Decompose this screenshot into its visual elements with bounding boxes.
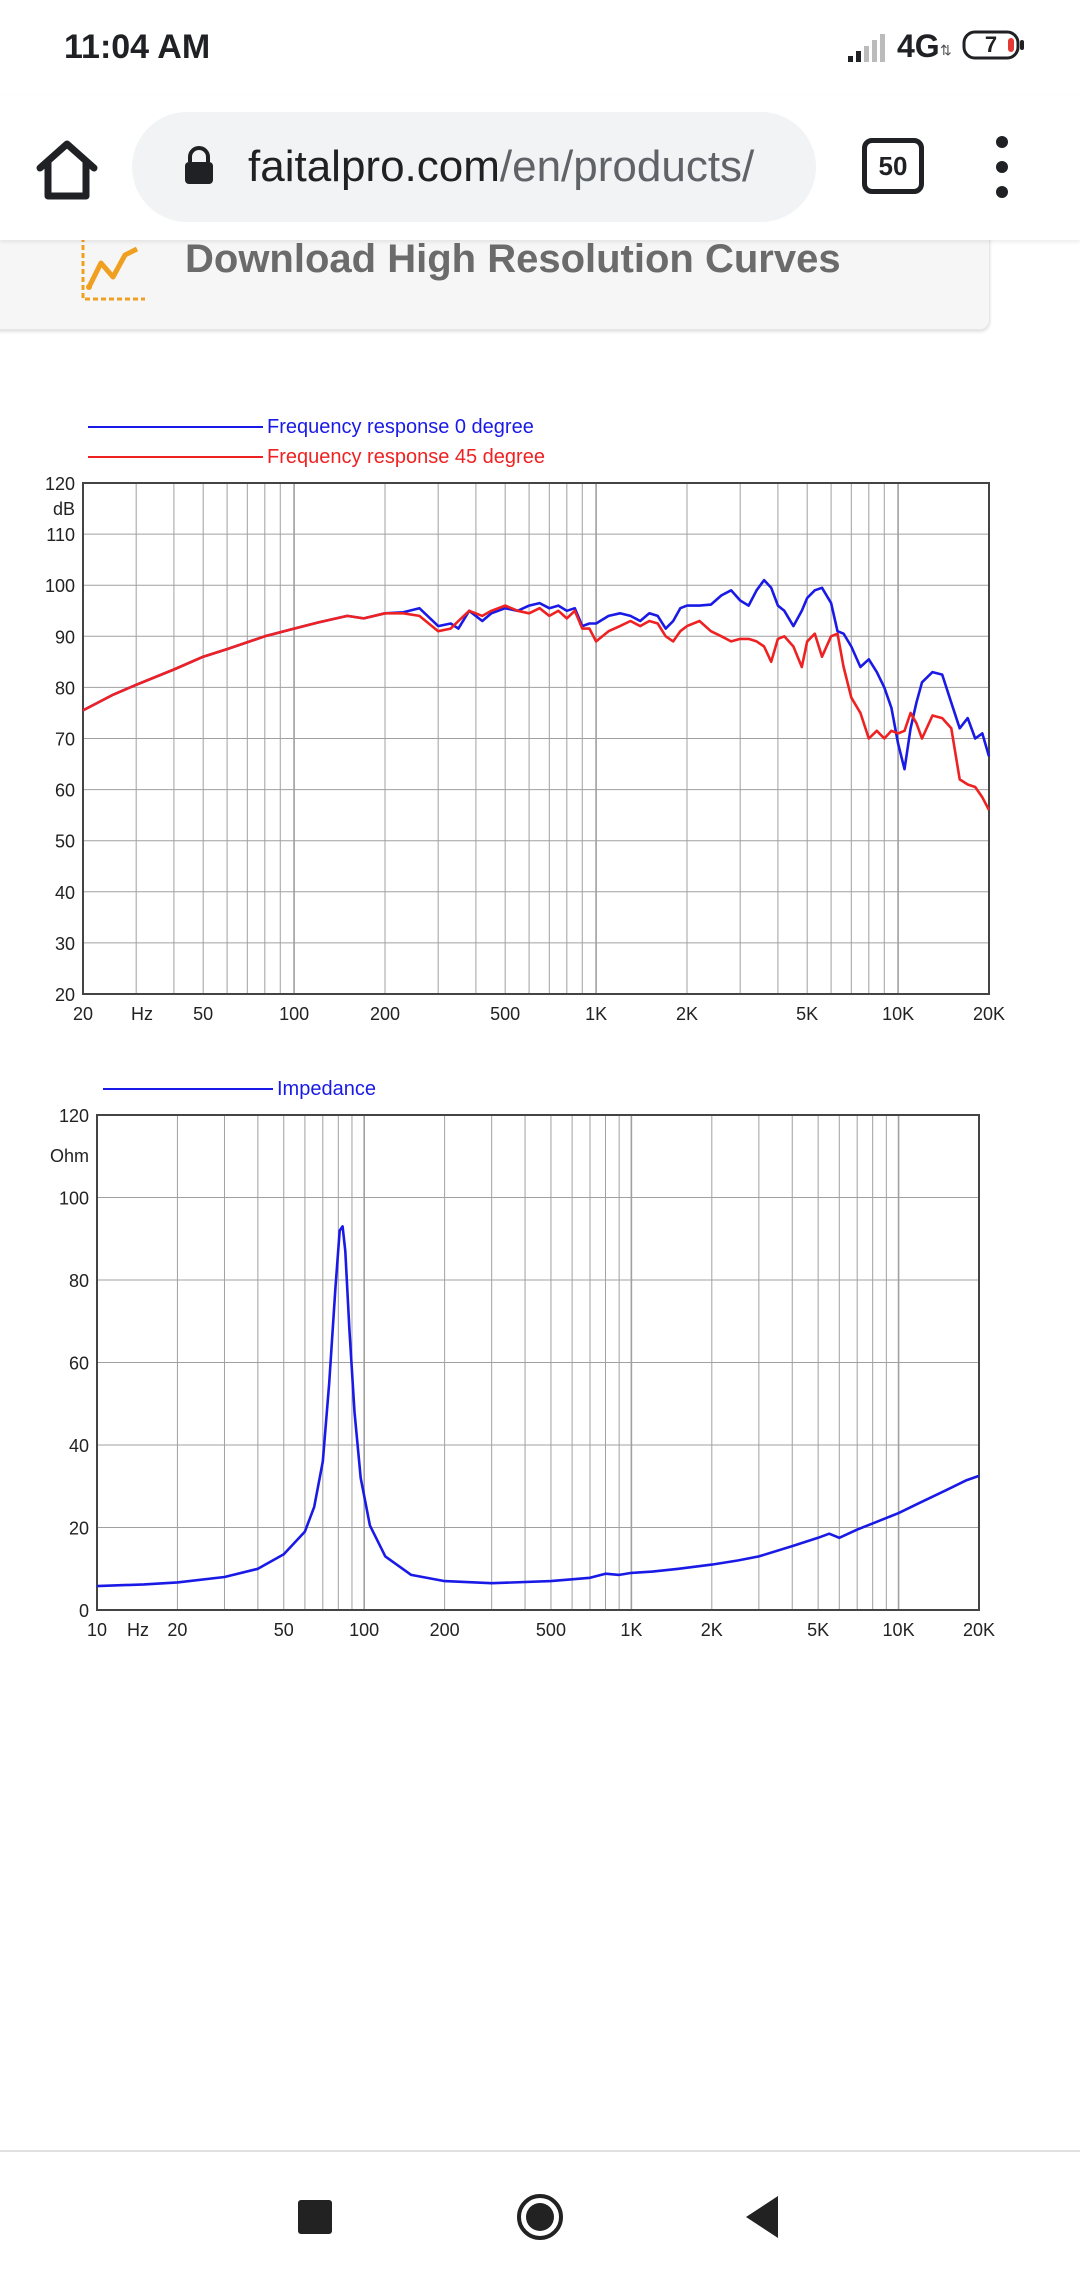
x-tick-label: 500: [490, 1004, 520, 1024]
y-tick-label: 40: [55, 883, 75, 903]
status-bar: 11:04 AM 4G ⇅ 7: [0, 0, 1080, 96]
impedance-series: [96, 1225, 980, 1588]
url-path: /en/products/: [499, 142, 755, 191]
data-activity-icon: ⇅: [940, 42, 952, 58]
nav-home-button[interactable]: [515, 2192, 565, 2242]
y-tick-label: 60: [69, 1354, 89, 1374]
url-domain: faitalpro.com: [248, 142, 500, 191]
y-tick-label: 100: [59, 1189, 89, 1209]
frequency-grid: [82, 482, 990, 995]
legend-label-0: Impedance: [277, 1078, 376, 1100]
x-tick-label: 10: [87, 1620, 107, 1640]
x-tick-label: 2K: [676, 1004, 698, 1024]
y-tick-label: Ohm: [50, 1146, 89, 1166]
lock-icon: [185, 146, 213, 184]
y-tick-label: 80: [55, 678, 75, 698]
impedance-legend: Impedance: [103, 1078, 376, 1100]
series-line-0: [82, 578, 991, 771]
y-tick-label: 20: [55, 985, 75, 1005]
y-tick-label: 30: [55, 934, 75, 954]
x-tick-label: Hz: [127, 1620, 149, 1640]
battery-icon: 7: [962, 30, 1026, 60]
signal-strength-icon: [848, 34, 885, 62]
x-tick-label: 100: [279, 1004, 309, 1024]
frequency-legend: Frequency response 0 degree Frequency res…: [88, 416, 545, 468]
y-tick-label: 90: [55, 627, 75, 647]
x-tick-label: 100: [349, 1620, 379, 1640]
address-bar[interactable]: faitalpro.com/en/products/: [132, 112, 816, 222]
download-label: Download High Resolution Curves: [185, 237, 841, 281]
y-tick-label: 120: [45, 474, 75, 494]
x-tick-label: 1K: [585, 1004, 607, 1024]
home-button[interactable]: [30, 134, 104, 208]
x-tick-label: 2K: [701, 1620, 723, 1640]
status-time: 11:04 AM: [64, 28, 211, 66]
x-tick-label: 200: [430, 1620, 460, 1640]
network-type: 4G: [897, 28, 940, 64]
series-line-1: [82, 604, 991, 811]
y-tick-label: 20: [69, 1519, 89, 1539]
impedance-grid: [96, 1114, 980, 1611]
y-tick-label: 0: [79, 1601, 89, 1621]
plot-frame: [82, 482, 990, 995]
y-tick-label: 120: [59, 1106, 89, 1126]
tab-switcher-button[interactable]: 50: [862, 138, 924, 194]
curves-chart-icon: [81, 237, 145, 301]
download-curves-link[interactable]: Download High Resolution Curves: [0, 228, 990, 330]
y-tick-label: 70: [55, 730, 75, 750]
legend-label-0: Frequency response 0 degree: [267, 416, 534, 438]
series-line-0: [96, 1225, 980, 1588]
x-tick-label: 20K: [963, 1620, 995, 1640]
y-tick-label: 110: [46, 525, 75, 545]
url-text: faitalpro.com/en/products/: [248, 142, 754, 192]
x-tick-label: 5K: [807, 1620, 829, 1640]
y-tick-label: 60: [55, 781, 75, 801]
x-tick-label: Hz: [131, 1004, 153, 1024]
x-tick-label: 20K: [973, 1004, 1005, 1024]
x-tick-label: 20: [73, 1004, 93, 1024]
recent-apps-button[interactable]: [298, 2200, 332, 2234]
x-tick-label: 200: [370, 1004, 400, 1024]
x-tick-label: 1K: [620, 1620, 642, 1640]
more-options-icon[interactable]: [982, 132, 1022, 202]
x-tick-label: 50: [274, 1620, 294, 1640]
plot-frame: [96, 1114, 980, 1611]
battery-level: 7: [984, 32, 998, 57]
x-tick-label: 10K: [882, 1004, 914, 1024]
y-tick-label: dB: [53, 499, 75, 519]
frequency-series: [82, 578, 991, 811]
x-tick-label: 5K: [796, 1004, 818, 1024]
y-tick-label: 40: [69, 1436, 89, 1456]
system-navigation-bar: [0, 2150, 1080, 2282]
x-tick-label: 10K: [883, 1620, 915, 1640]
y-tick-label: 50: [55, 832, 75, 852]
x-tick-label: 500: [536, 1620, 566, 1640]
legend-label-1: Frequency response 45 degree: [267, 446, 545, 468]
y-tick-label: 80: [69, 1271, 89, 1291]
x-tick-label: 50: [193, 1004, 213, 1024]
y-tick-label: 100: [45, 576, 75, 596]
back-button[interactable]: [742, 2194, 782, 2240]
browser-toolbar: faitalpro.com/en/products/ 50: [0, 96, 1080, 240]
x-tick-label: 20: [167, 1620, 187, 1640]
